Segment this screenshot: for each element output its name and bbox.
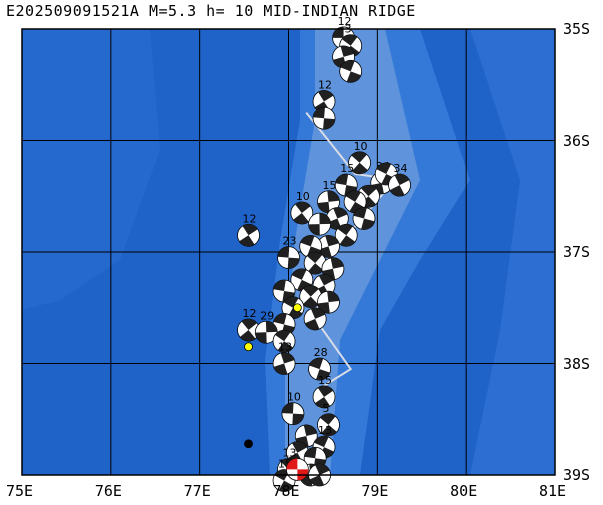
longitude-label: 76E: [94, 482, 122, 500]
focal-mechanism: [317, 190, 340, 214]
focal-mechanism: [294, 424, 318, 448]
focal-mechanism: [254, 320, 278, 344]
focal-mechanism: [312, 385, 336, 409]
depth-label: 5: [322, 402, 329, 415]
depth-label: 15: [318, 374, 332, 387]
focal-mechanism: [317, 290, 340, 314]
focal-mechanism: [348, 151, 371, 175]
focal-mechanism: [272, 313, 296, 336]
epicenter-marker: [244, 439, 253, 449]
focal-mechanism: [352, 207, 376, 230]
latitude-label: 37S: [563, 243, 591, 261]
focal-mechanism: [237, 223, 260, 247]
focal-mechanism: [299, 285, 323, 309]
longitude-label: 78E: [272, 482, 300, 500]
longitude-label: 81E: [539, 482, 567, 500]
depth-label: 12: [318, 78, 332, 91]
depth-label: 12: [338, 15, 352, 28]
depth-label: 10: [354, 140, 368, 153]
latitude-label: 38S: [563, 354, 591, 373]
depth-label: 13: [318, 424, 332, 437]
focal-mechanism: [308, 357, 331, 381]
map-frame: [21, 28, 556, 476]
focal-mechanism: [334, 223, 358, 247]
focal-mechanism: [339, 59, 363, 83]
depth-label: 12: [243, 212, 257, 225]
focal-mechanism: [303, 307, 327, 331]
focal-mechanism: [308, 212, 331, 236]
depth-label: 12: [243, 307, 257, 320]
focal-mechanism: [237, 318, 260, 342]
focal-mechanism: [290, 201, 314, 225]
depth-label: 28: [314, 346, 328, 359]
focal-mechanism: [303, 251, 327, 275]
longitude-label: 75E: [6, 482, 34, 500]
latitude-label: 39S: [563, 466, 591, 484]
focal-mechanism: [343, 190, 367, 214]
focal-mechanism: [312, 106, 336, 130]
depth-label: 15: [340, 162, 354, 175]
epicenter-marker: [244, 342, 253, 352]
focal-mechanism: [272, 329, 296, 353]
focal-mechanism: [281, 402, 305, 426]
focal-mechanism: [272, 279, 296, 303]
depth-label: 13: [283, 446, 297, 459]
west-plateau-zone: [22, 29, 160, 310]
latitude-label: 36S: [563, 131, 591, 150]
longitude-label: 77E: [183, 482, 211, 500]
depth-label: 29: [260, 309, 274, 322]
focal-mechanism: [334, 173, 358, 197]
depth-label: 34: [394, 162, 408, 175]
depth-label: 23: [283, 235, 297, 248]
depth-label: 10: [287, 391, 301, 404]
focal-mechanism: [388, 173, 411, 197]
depth-label: 10: [296, 190, 310, 203]
depth-label: 13: [278, 341, 292, 354]
event-title: E202509091521A M=5.3 h= 10 MID-INDIAN RI…: [6, 2, 416, 20]
epicenter-markers: [244, 303, 302, 449]
depth-label: 15: [322, 179, 336, 192]
longitude-label: 79E: [361, 482, 389, 500]
focal-mechanism: [277, 246, 300, 269]
focal-mechanism: [272, 352, 296, 375]
focal-mechanisms: 1231210343415151012231229132815105131315: [237, 15, 411, 492]
focal-mechanism: [317, 413, 340, 437]
latitude-label: 35S: [563, 20, 591, 38]
epicenter-marker: [292, 303, 302, 313]
target-event-mechanism: [285, 458, 309, 481]
focal-mechanism: [321, 257, 345, 281]
longitude-label: 80E: [450, 482, 478, 500]
